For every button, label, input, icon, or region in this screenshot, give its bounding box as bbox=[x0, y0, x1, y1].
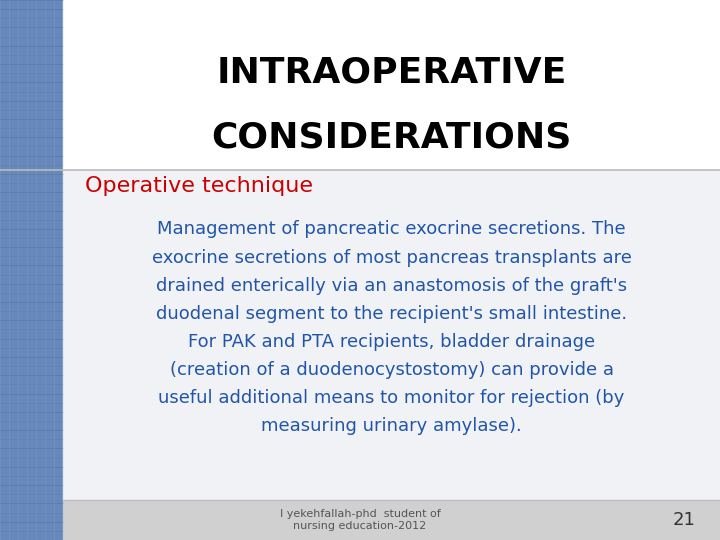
Text: exocrine secretions of most pancreas transplants are: exocrine secretions of most pancreas tra… bbox=[152, 248, 631, 267]
Text: For PAK and PTA recipients, bladder drainage: For PAK and PTA recipients, bladder drai… bbox=[188, 333, 595, 351]
Bar bbox=[63, 170, 720, 500]
Text: 21: 21 bbox=[672, 511, 696, 529]
Text: (creation of a duodenocystostomy) can provide a: (creation of a duodenocystostomy) can pr… bbox=[170, 361, 613, 379]
Bar bbox=[63, 0, 720, 170]
Text: Management of pancreatic exocrine secretions. The: Management of pancreatic exocrine secret… bbox=[158, 220, 626, 239]
Bar bbox=[0, 0, 63, 540]
Text: duodenal segment to the recipient's small intestine.: duodenal segment to the recipient's smal… bbox=[156, 305, 627, 323]
Text: drained enterically via an anastomosis of the graft's: drained enterically via an anastomosis o… bbox=[156, 276, 627, 295]
Bar bbox=[63, 500, 720, 540]
Text: Operative technique: Operative technique bbox=[85, 176, 313, 197]
Text: useful additional means to monitor for rejection (by: useful additional means to monitor for r… bbox=[158, 389, 625, 407]
Text: CONSIDERATIONS: CONSIDERATIONS bbox=[212, 121, 572, 154]
Text: INTRAOPERATIVE: INTRAOPERATIVE bbox=[217, 56, 567, 90]
Text: I yekehfallah-phd  student of
nursing education-2012: I yekehfallah-phd student of nursing edu… bbox=[279, 509, 441, 530]
Text: measuring urinary amylase).: measuring urinary amylase). bbox=[261, 417, 522, 435]
